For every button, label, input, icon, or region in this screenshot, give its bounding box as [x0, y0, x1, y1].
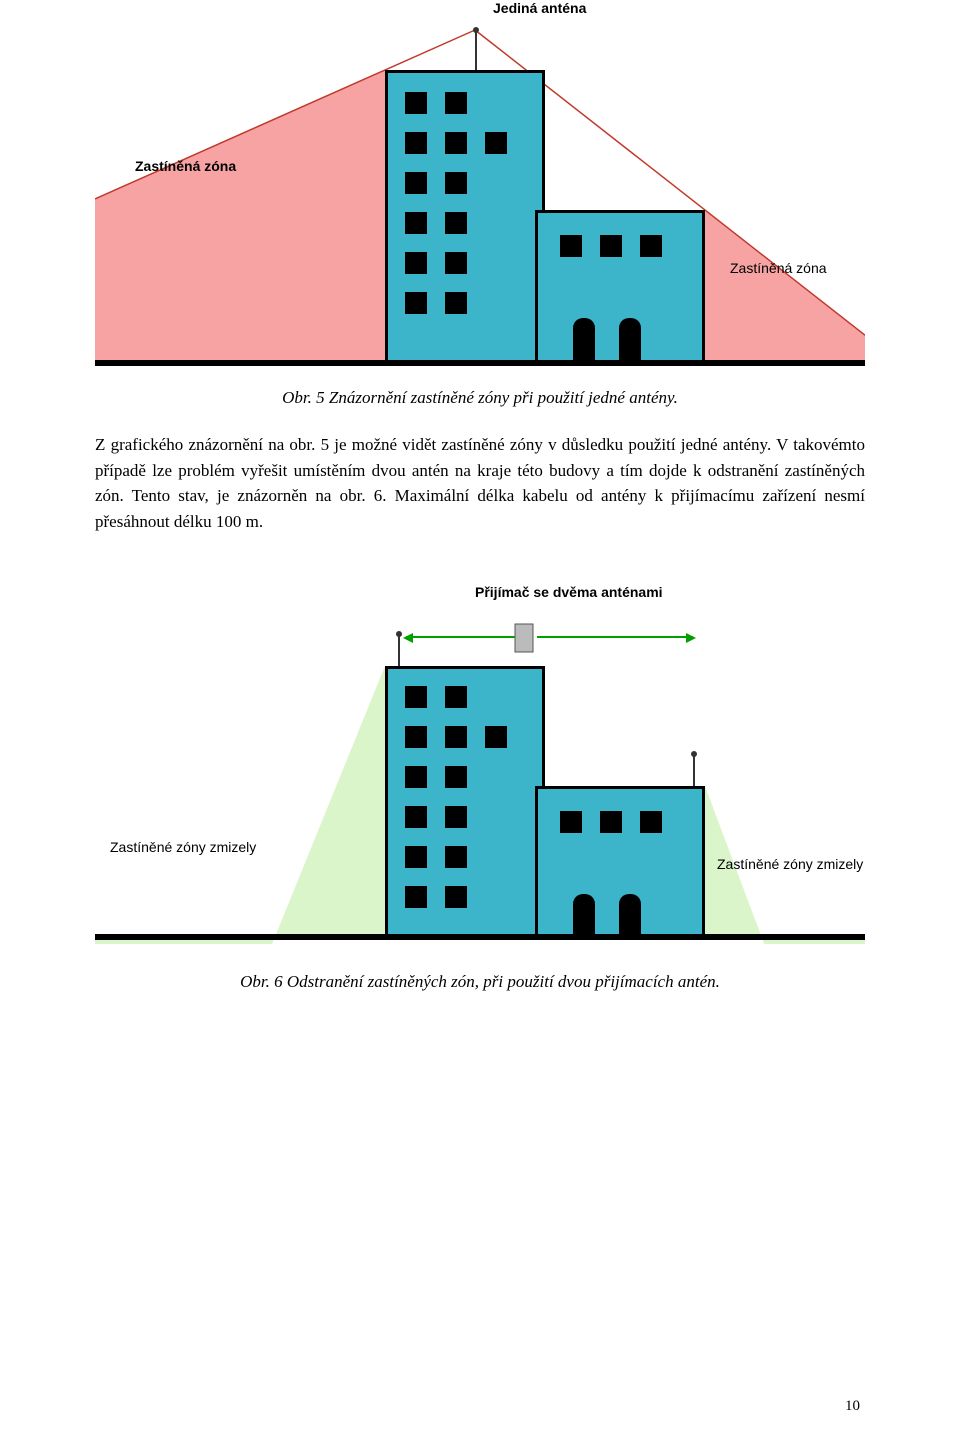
window	[405, 686, 427, 708]
label-shadow-zone-left: Zastíněná zóna	[135, 158, 236, 174]
door	[619, 894, 641, 937]
window	[485, 132, 507, 154]
caption-figure-1: Obr. 5 Znázornění zastíněné zóny při pou…	[95, 388, 865, 408]
antenna-right	[693, 754, 695, 786]
window	[445, 886, 467, 908]
window	[445, 686, 467, 708]
label-zones-gone-right: Zastíněné zóny zmizely	[717, 856, 863, 872]
label-zones-gone-left: Zastíněné zóny zmizely	[110, 839, 256, 855]
window	[560, 235, 582, 257]
window	[640, 811, 662, 833]
arrow-to-antenna-right	[537, 636, 693, 638]
window	[600, 235, 622, 257]
window	[405, 806, 427, 828]
figure-2-two-antennas: Přijímač se dvěma anténami Zastíněné zón…	[95, 564, 865, 944]
window	[405, 886, 427, 908]
window	[560, 811, 582, 833]
window	[600, 811, 622, 833]
window	[405, 766, 427, 788]
window	[640, 235, 662, 257]
window	[405, 292, 427, 314]
door	[573, 318, 595, 363]
door	[573, 894, 595, 937]
window	[485, 726, 507, 748]
window	[445, 846, 467, 868]
window	[445, 132, 467, 154]
window	[405, 846, 427, 868]
window	[405, 132, 427, 154]
door	[619, 318, 641, 363]
window	[405, 172, 427, 194]
label-shadow-zone-right: Zastíněná zóna	[730, 260, 827, 276]
window	[405, 92, 427, 114]
label-receiver-two-antennas: Přijímač se dvěma anténami	[475, 584, 663, 600]
window	[445, 252, 467, 274]
window	[445, 172, 467, 194]
arrow-to-antenna-left	[406, 636, 515, 638]
antenna-single	[475, 30, 477, 70]
page-number: 10	[845, 1398, 860, 1415]
window	[445, 726, 467, 748]
window	[445, 92, 467, 114]
window	[445, 766, 467, 788]
caption-figure-2: Obr. 6 Odstranění zastíněných zón, při p…	[95, 972, 865, 992]
body-paragraph-1: Z grafického znázornění na obr. 5 je mož…	[95, 432, 865, 534]
window	[405, 726, 427, 748]
window	[405, 252, 427, 274]
figure-1-shadow-zones: Jediná anténa Zastíněná zóna Zastíněná z…	[95, 0, 865, 370]
window	[445, 212, 467, 234]
window	[445, 292, 467, 314]
window	[405, 212, 427, 234]
label-single-antenna: Jediná anténa	[493, 0, 586, 16]
window	[445, 806, 467, 828]
